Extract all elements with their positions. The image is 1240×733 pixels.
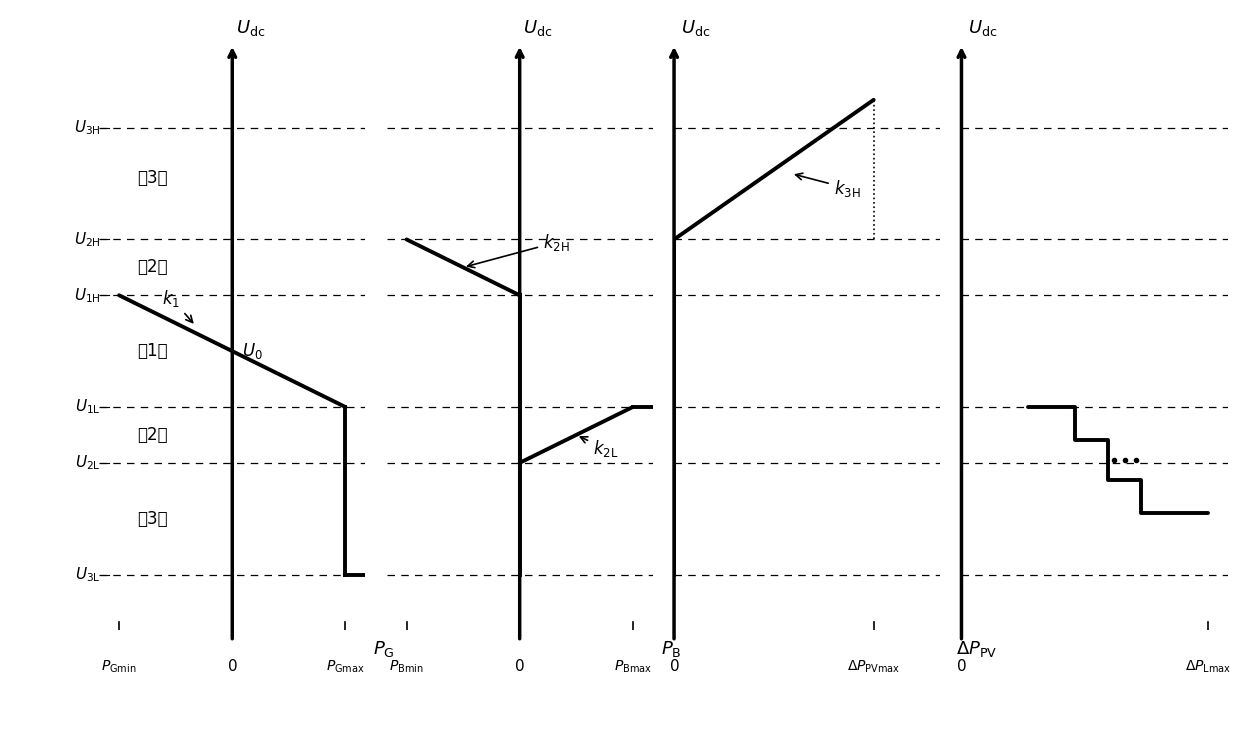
Text: $0$: $0$: [668, 658, 680, 674]
Text: $P_{\rm B}$: $P_{\rm B}$: [661, 638, 681, 659]
Text: $U_{3\rm L}$: $U_{3\rm L}$: [74, 565, 100, 584]
Text: $U_{\rm dc}$: $U_{\rm dc}$: [523, 18, 552, 38]
Text: $k_{2\rm L}$: $k_{2\rm L}$: [580, 437, 619, 460]
Text: $k_1$: $k_1$: [162, 287, 192, 323]
Text: $U_{1\rm H}$: $U_{1\rm H}$: [73, 286, 100, 305]
Text: $U_{\rm dc}$: $U_{\rm dc}$: [681, 18, 711, 38]
Text: $\Delta P_{\rm PV}$: $\Delta P_{\rm PV}$: [956, 638, 997, 659]
Text: $0$: $0$: [956, 658, 967, 674]
Text: $U_{\rm dc}$: $U_{\rm dc}$: [968, 18, 997, 38]
Text: 第2层: 第2层: [138, 426, 167, 444]
Text: $P_{\rm Gmax}$: $P_{\rm Gmax}$: [326, 658, 365, 674]
Text: $0$: $0$: [227, 658, 238, 674]
Text: 第3层: 第3层: [138, 169, 167, 187]
Text: $U_{2\rm L}$: $U_{2\rm L}$: [74, 454, 100, 472]
Text: $P_{\rm Bmax}$: $P_{\rm Bmax}$: [614, 658, 652, 674]
Text: $k_{2\rm H}$: $k_{2\rm H}$: [467, 232, 569, 268]
Text: $U_0$: $U_0$: [242, 341, 263, 361]
Text: $P_{\rm Bmin}$: $P_{\rm Bmin}$: [389, 658, 424, 674]
Text: $U_{3\rm H}$: $U_{3\rm H}$: [73, 119, 100, 137]
Text: $\Delta P_{\rm Lmax}$: $\Delta P_{\rm Lmax}$: [1184, 658, 1231, 674]
Text: 第3层: 第3层: [138, 509, 167, 528]
Text: $\Delta P_{\rm PVmax}$: $\Delta P_{\rm PVmax}$: [847, 658, 900, 674]
Text: $P_{\rm Gmin}$: $P_{\rm Gmin}$: [102, 658, 136, 674]
Text: $P_{\rm G}$: $P_{\rm G}$: [373, 638, 394, 659]
Text: $U_{2\rm H}$: $U_{2\rm H}$: [73, 230, 100, 248]
Text: $k_{3\rm H}$: $k_{3\rm H}$: [796, 173, 861, 199]
Text: $U_{\rm dc}$: $U_{\rm dc}$: [236, 18, 265, 38]
Text: $U_{1\rm L}$: $U_{1\rm L}$: [74, 397, 100, 416]
Text: $0$: $0$: [515, 658, 525, 674]
Text: 第2层: 第2层: [138, 258, 167, 276]
Text: 第1层: 第1层: [138, 342, 167, 360]
